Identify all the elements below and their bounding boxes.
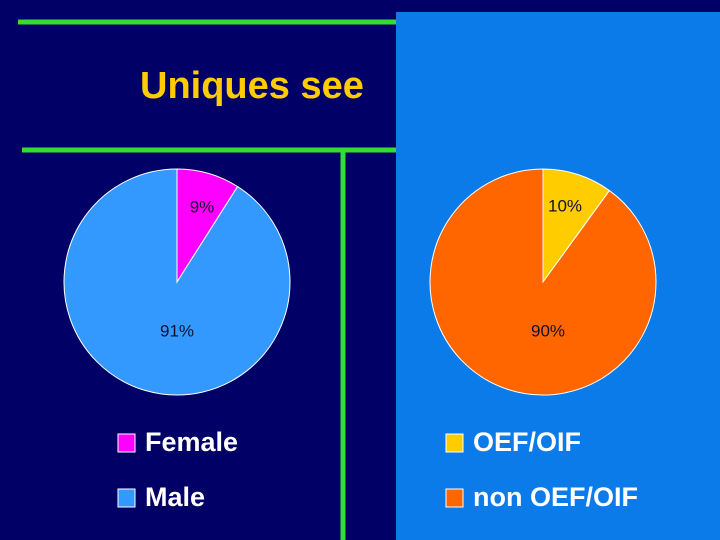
legend-swatch <box>445 433 464 453</box>
data-label: 10% <box>548 196 582 215</box>
charts: 9% Female 91% Male <box>63 168 291 512</box>
legend-label: Male <box>145 482 205 512</box>
charts: 10% OEF/OIF 90% non OEF/OIF <box>429 168 657 512</box>
slide-title: Uniques see <box>140 65 364 107</box>
legend-label: OEF/OIF <box>473 427 581 457</box>
data-label: 90% <box>531 321 565 340</box>
legend-swatch <box>445 488 464 508</box>
legend-swatch <box>117 488 136 508</box>
legend-swatch <box>117 433 136 453</box>
legend-label: non OEF/OIF <box>473 482 638 512</box>
pie-slice <box>429 168 657 396</box>
legend-label: Female <box>145 427 238 457</box>
pie-slice <box>63 168 291 396</box>
data-label: 9% <box>190 197 215 216</box>
data-label: 91% <box>160 321 194 340</box>
pie-slice <box>542 168 611 284</box>
